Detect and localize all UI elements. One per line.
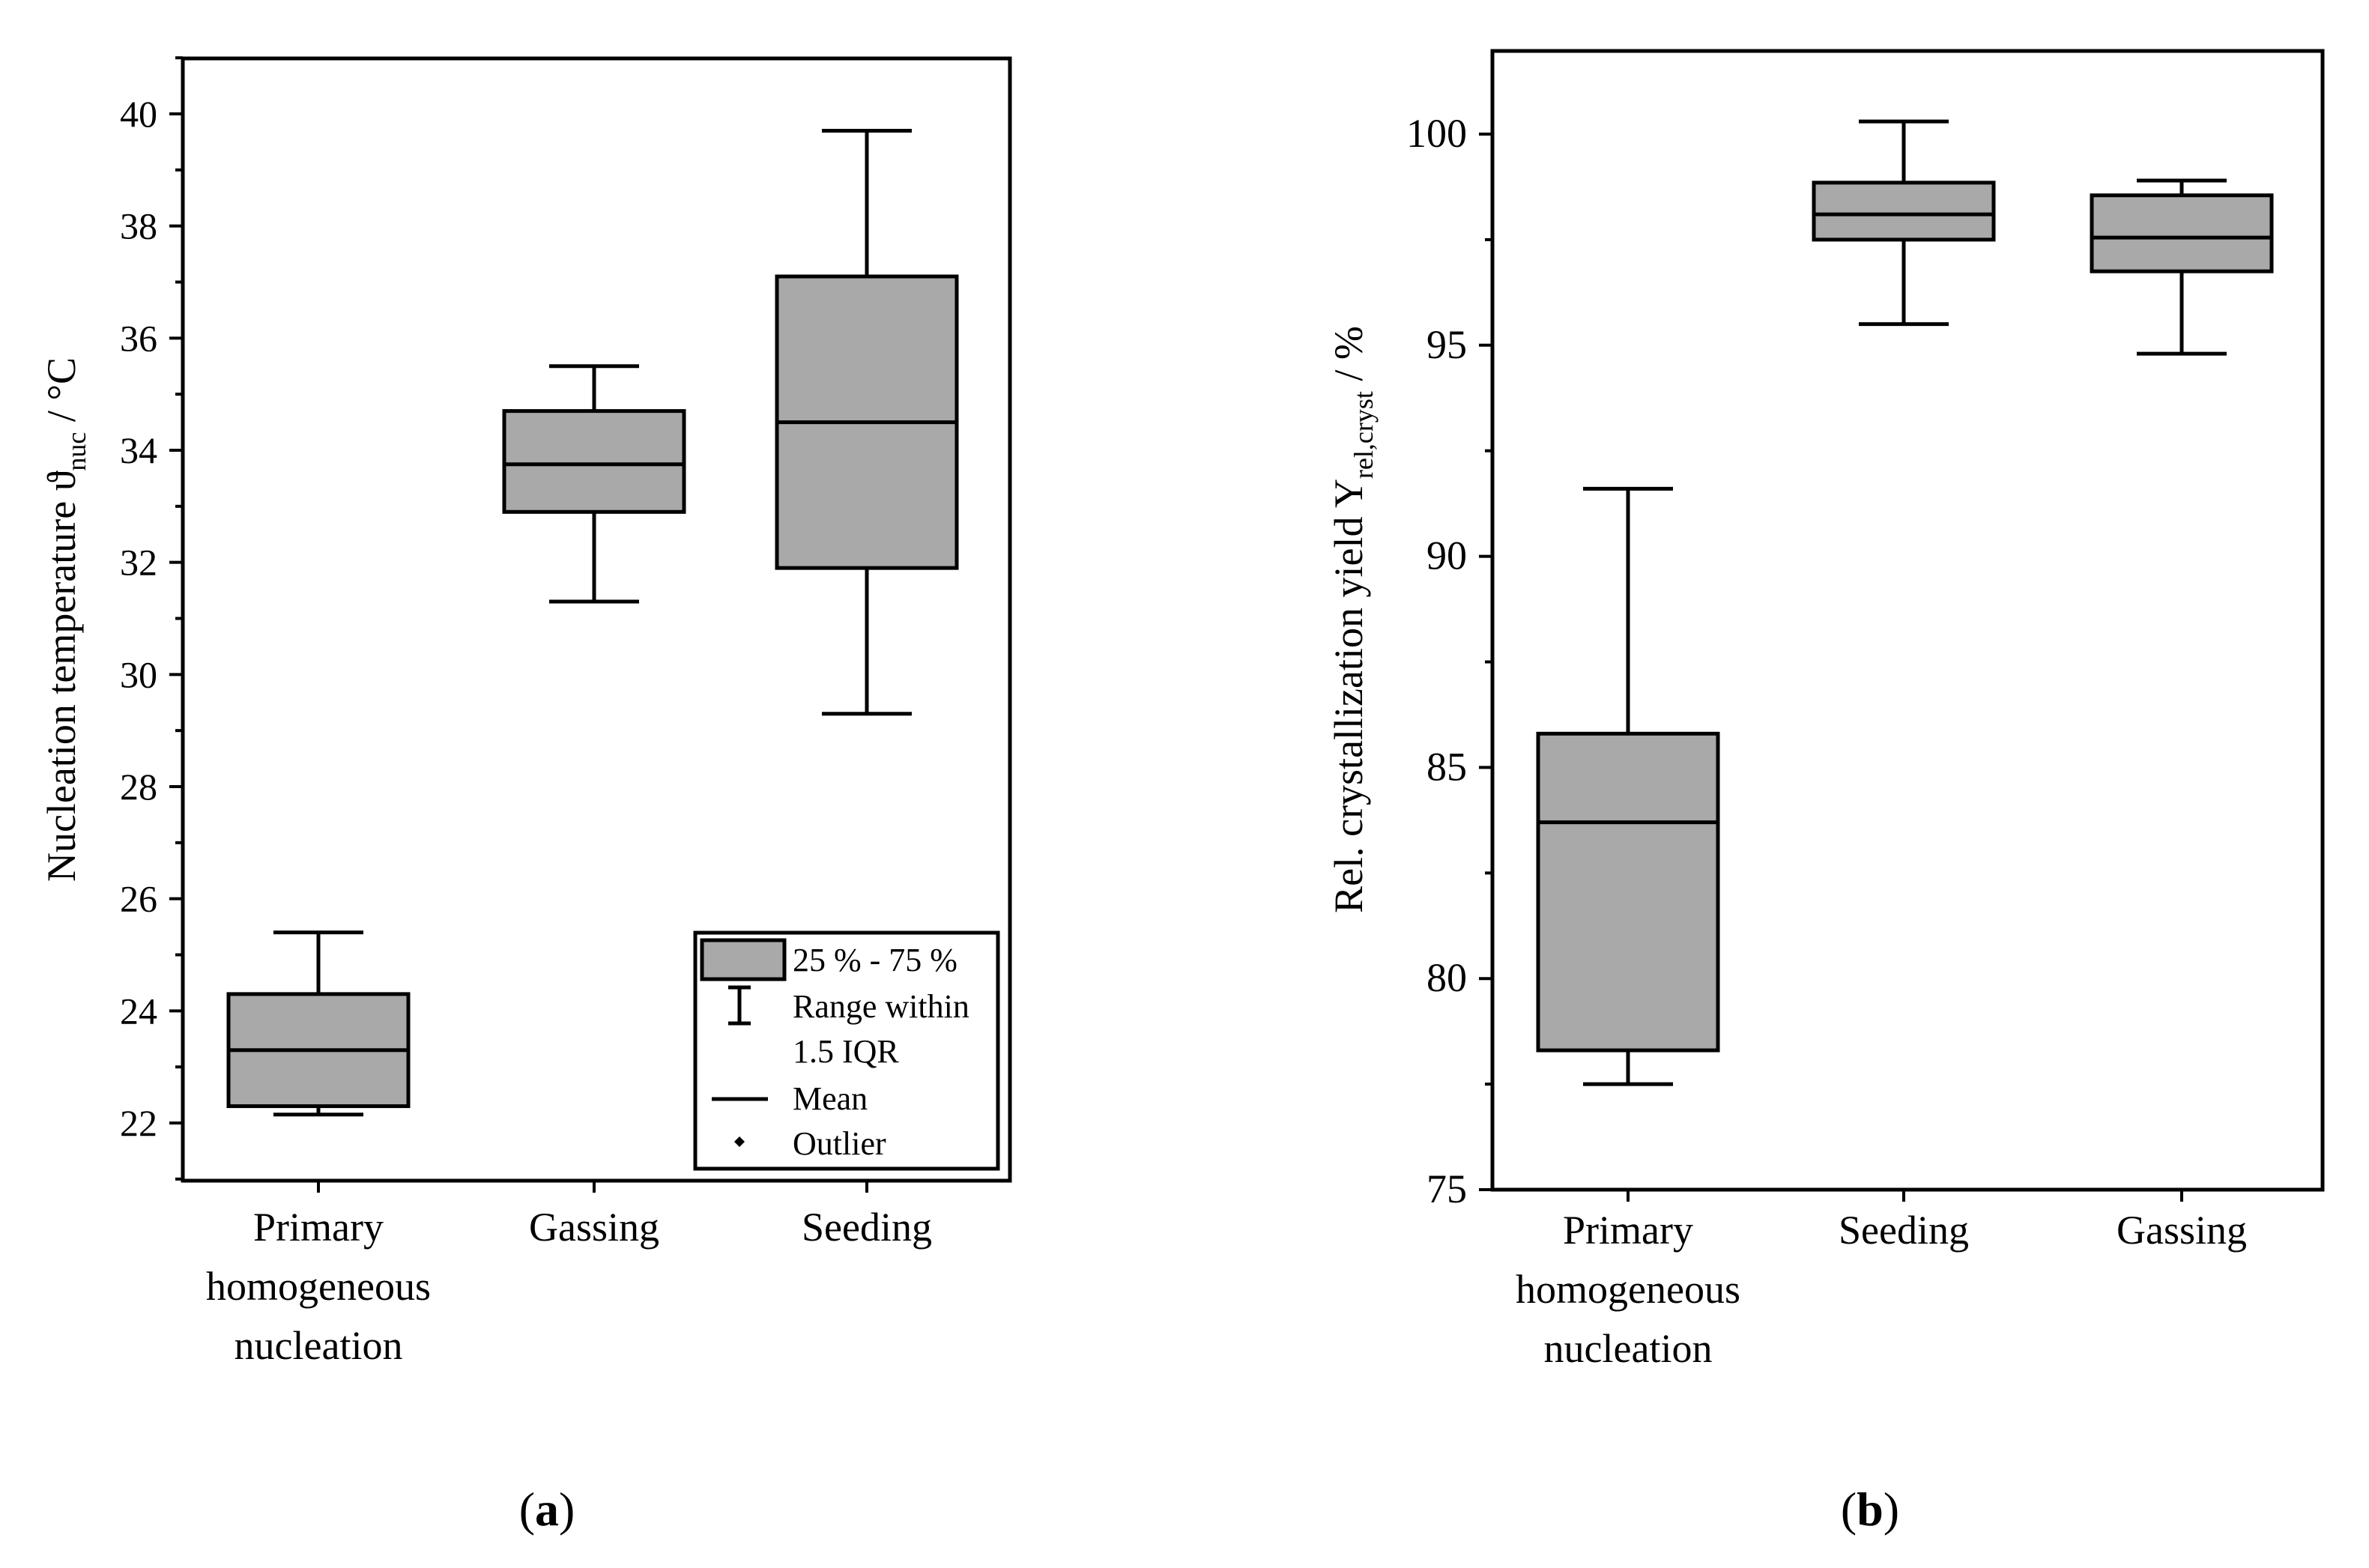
box-plot-2 <box>502 364 686 604</box>
x-category-label: nucleation <box>235 1323 403 1368</box>
y-tick-label: 40 <box>120 93 157 135</box>
legend-outlier-swatch <box>734 1136 745 1147</box>
legend-box-swatch <box>700 938 787 981</box>
y-axis-ticks <box>1479 133 2183 1202</box>
box-plot-3 <box>2090 178 2274 356</box>
y-axis-tick-labels: 75 80 85 90 95 100 <box>1406 111 1467 1211</box>
x-category-label: homogeneous <box>1516 1267 1740 1312</box>
y-tick-label: 38 <box>120 205 157 247</box>
iqr-box <box>502 409 686 514</box>
legend-label-mean: Mean <box>793 1080 868 1117</box>
x-category-label: Seeding <box>802 1205 932 1250</box>
legend-label-whisker-line2: 1.5 IQR <box>793 1033 899 1070</box>
y-tick-label: 95 <box>1426 322 1467 367</box>
y-axis-tick-labels: 22 24 26 28 30 32 34 36 38 40 <box>120 93 157 1144</box>
chart-panel-a: 22 24 26 28 30 32 34 36 38 40 Primary homogeneous n… <box>39 56 1012 1536</box>
x-category-label: Gassing <box>529 1205 659 1250</box>
legend-label-outlier: Outlier <box>793 1125 886 1162</box>
x-category-label: Gassing <box>2117 1208 2247 1253</box>
legend-whisker-swatch <box>728 985 751 1026</box>
iqr-box <box>2090 193 2274 273</box>
panel-label-a: (a) <box>519 1483 575 1536</box>
legend: 25 % - 75 % Range within 1.5 IQR Mean Ou… <box>693 930 1000 1171</box>
y-tick-label: 80 <box>1426 955 1467 1000</box>
box-series <box>1536 119 2274 1086</box>
box-plot-2 <box>1812 119 1996 327</box>
x-axis-category-labels: Primary homogeneous nucleation Gassing Seedi… <box>206 1205 932 1368</box>
box-plot-3 <box>775 128 959 716</box>
y-tick-label: 24 <box>120 990 157 1032</box>
x-category-label: nucleation <box>1544 1326 1713 1371</box>
y-tick-label: 34 <box>120 429 157 471</box>
y-tick-label: 22 <box>120 1102 157 1144</box>
box-plot-1 <box>1536 486 1720 1086</box>
y-tick-label: 28 <box>120 766 157 808</box>
x-category-label: homogeneous <box>206 1264 431 1309</box>
chart-panel-b: 75 80 85 90 95 100 Primary homogeneous nucleati… <box>1326 49 2325 1536</box>
plot-area-frame <box>1490 49 2325 1192</box>
y-tick-label: 26 <box>120 878 157 920</box>
y-axis-title: Rel. crystallization yield Yrel,cryst / … <box>1326 326 1379 913</box>
box-plot-1 <box>226 930 411 1117</box>
legend-label-box: 25 % - 75 % <box>793 942 957 978</box>
legend-label-whisker: Range within <box>793 988 969 1025</box>
iqr-box <box>1812 181 1996 242</box>
x-category-label: Primary <box>1563 1208 1693 1253</box>
box-series <box>226 128 959 1117</box>
y-tick-label: 100 <box>1406 111 1467 156</box>
y-tick-label: 90 <box>1426 533 1467 578</box>
y-tick-label: 75 <box>1426 1166 1467 1211</box>
y-tick-label: 85 <box>1426 744 1467 789</box>
y-tick-label: 36 <box>120 317 157 359</box>
iqr-box <box>1536 731 1720 1053</box>
x-axis-category-labels: Primary homogeneous nucleation Seeding Gassi… <box>1516 1208 2247 1371</box>
x-category-label: Seeding <box>1839 1208 1969 1253</box>
y-tick-label: 32 <box>120 542 157 584</box>
y-tick-label: 30 <box>120 653 157 695</box>
y-axis-ticks <box>169 56 868 1193</box>
x-category-label: Primary <box>253 1205 384 1250</box>
panel-label-b: (b) <box>1841 1483 1899 1536</box>
y-axis-title: Nucleation temperature ϑnuc / °C <box>39 357 91 882</box>
